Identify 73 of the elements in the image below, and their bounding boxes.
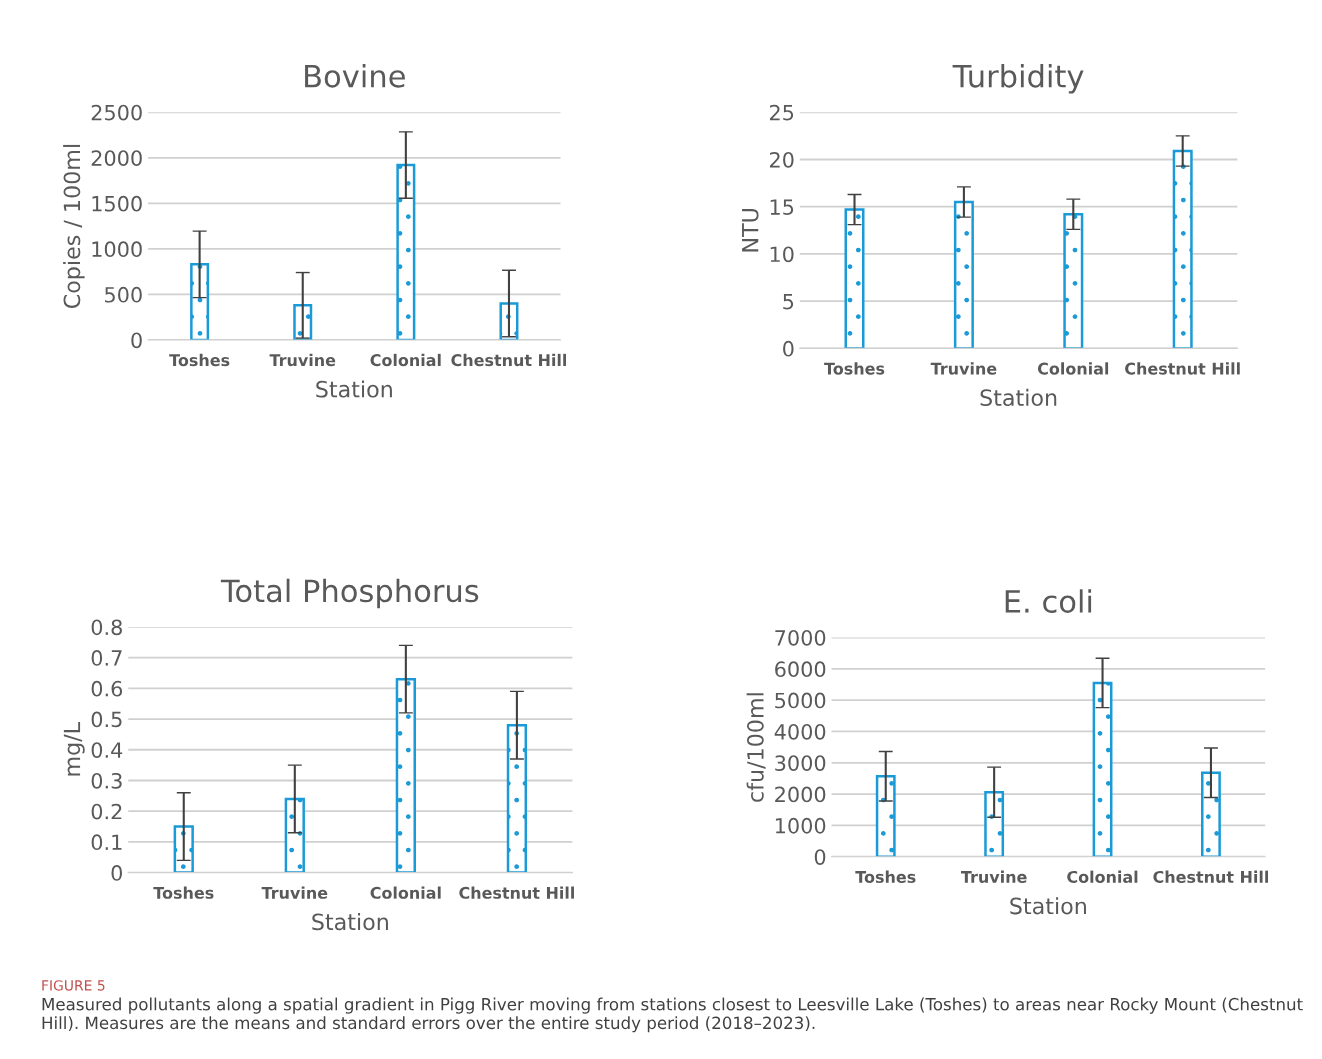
bar [506, 723, 528, 873]
y-tick-label: 0 [814, 849, 826, 865]
x-tick-label: Toshes [855, 870, 916, 883]
x-tick-label: Chestnut Hill [1153, 870, 1269, 883]
y-tick-label: 4000 [774, 723, 826, 740]
x-tick-label: Colonial [1037, 362, 1109, 375]
y-tick-label: 0 [783, 340, 794, 357]
y-tick-label: 0.7 [91, 650, 122, 666]
x-axis-title: Station [316, 380, 392, 398]
bar [844, 208, 865, 349]
x-tick-label: Colonial [370, 886, 441, 899]
y-tick-label: 7000 [775, 629, 826, 646]
y-tick-label: 0.4 [91, 742, 123, 758]
bar [284, 797, 305, 873]
y-tick-label: 1500 [92, 195, 142, 212]
y-tick-label: 0.2 [91, 803, 122, 820]
x-axis-title: Station [980, 388, 1057, 407]
bar [396, 163, 416, 340]
bar [984, 790, 1005, 857]
x-tick-label: Truvine [261, 886, 328, 899]
x-tick-label: Truvine [269, 353, 336, 367]
bar [875, 775, 896, 857]
y-tick-label: 5000 [775, 692, 826, 709]
x-tick-label: Toshes [153, 886, 214, 899]
caption: FIGURE 5 [42, 980, 105, 991]
x-tick-label: Toshes [169, 353, 230, 367]
bar [395, 677, 416, 873]
y-tick-label: 1000 [92, 241, 142, 258]
y-tick-label: 0 [131, 332, 142, 349]
y-tick-label: 2500 [91, 104, 142, 121]
bar [190, 263, 210, 340]
bar [1201, 771, 1221, 857]
y-tick-label: 0.8 [91, 619, 122, 636]
bar [1063, 213, 1084, 349]
y-tick-label: 20 [769, 151, 794, 168]
bar [953, 200, 974, 349]
x-tick-label: Truvine [930, 362, 997, 375]
chart-title: Bovine [305, 64, 405, 88]
x-tick-label: Colonial [370, 353, 441, 367]
y-axis-title: cfu/100ml [746, 693, 766, 802]
y-tick-label: 0.5 [91, 711, 122, 728]
x-tick-label: Chestnut Hill [459, 886, 574, 899]
y-tick-label: 2000 [775, 786, 826, 803]
x-axis-title: Station [1010, 897, 1086, 915]
chart-title: E. coli [1005, 589, 1092, 613]
y-tick-label: 2000 [91, 150, 142, 166]
y-tick-label: 0.1 [91, 834, 122, 851]
y-axis-title: Copies / 100ml [63, 144, 85, 309]
bar [1092, 681, 1113, 857]
x-tick-label: Chestnut Hill [451, 353, 567, 367]
y-tick-label: 3000 [775, 755, 826, 771]
y-tick-label: 500 [105, 286, 142, 303]
y-tick-label: 25 [769, 104, 794, 121]
y-axis-title: NTU [742, 209, 759, 252]
y-tick-label: 1000 [775, 817, 826, 834]
y-tick-label: 10 [770, 246, 794, 263]
x-tick-label: Truvine [960, 870, 1027, 883]
y-tick-label: 6000 [775, 661, 826, 678]
chart-title: Total Phosphorus [220, 578, 479, 609]
text: Measured pollutants along a spatial gradient in Pigg River moving from stations closest to Leesville Lake (Toshes) to areas near Rocky Mount (Chestnut Hill). Measures are the means and standard errors over the entire study period (2018–2023). [42, 997, 1303, 1033]
y-tick-label: 15 [770, 199, 794, 215]
x-axis-title: Station [312, 913, 388, 931]
x-tick-label: Toshes [824, 362, 885, 375]
x-tick-label: Chestnut Hill [1125, 362, 1240, 375]
y-tick-label: 0 [111, 865, 122, 881]
y-tick-label: 0.6 [91, 680, 123, 697]
bar [173, 825, 194, 873]
y-tick-label: 0.3 [91, 772, 122, 789]
y-axis-title: mg/L [63, 722, 85, 776]
y-tick-label: 5 [783, 293, 794, 310]
chart-title: Turbidity [952, 64, 1084, 94]
x-tick-label: Colonial [1067, 870, 1138, 883]
bar [1172, 149, 1193, 349]
